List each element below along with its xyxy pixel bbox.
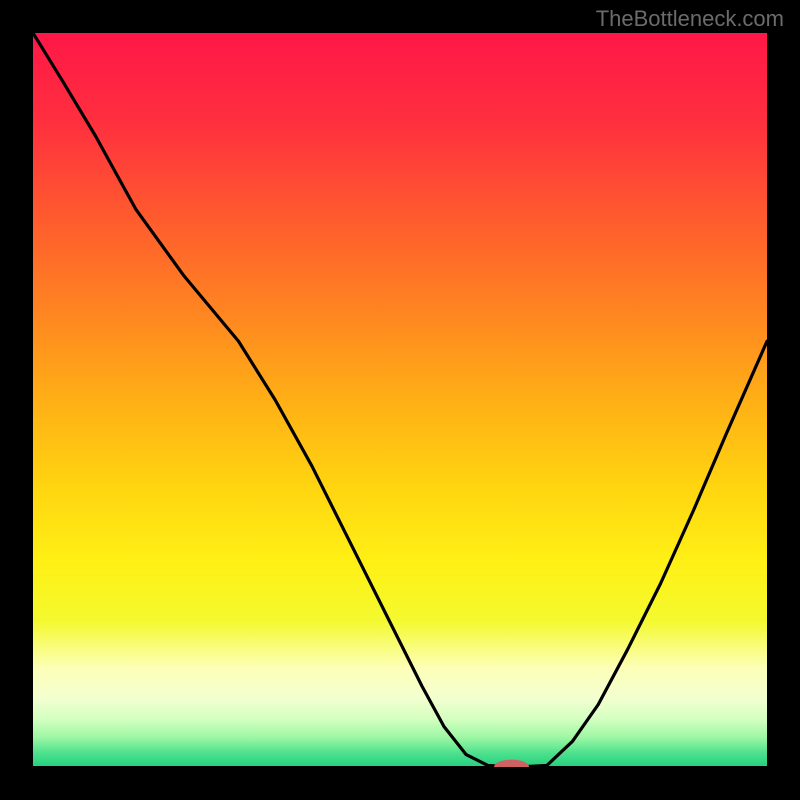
chart-container: TheBottleneck.com <box>0 0 800 800</box>
bottleneck-curve <box>33 33 767 767</box>
plot-area <box>33 33 767 767</box>
watermark-text: TheBottleneck.com <box>596 6 784 32</box>
focus-marker <box>494 760 529 767</box>
